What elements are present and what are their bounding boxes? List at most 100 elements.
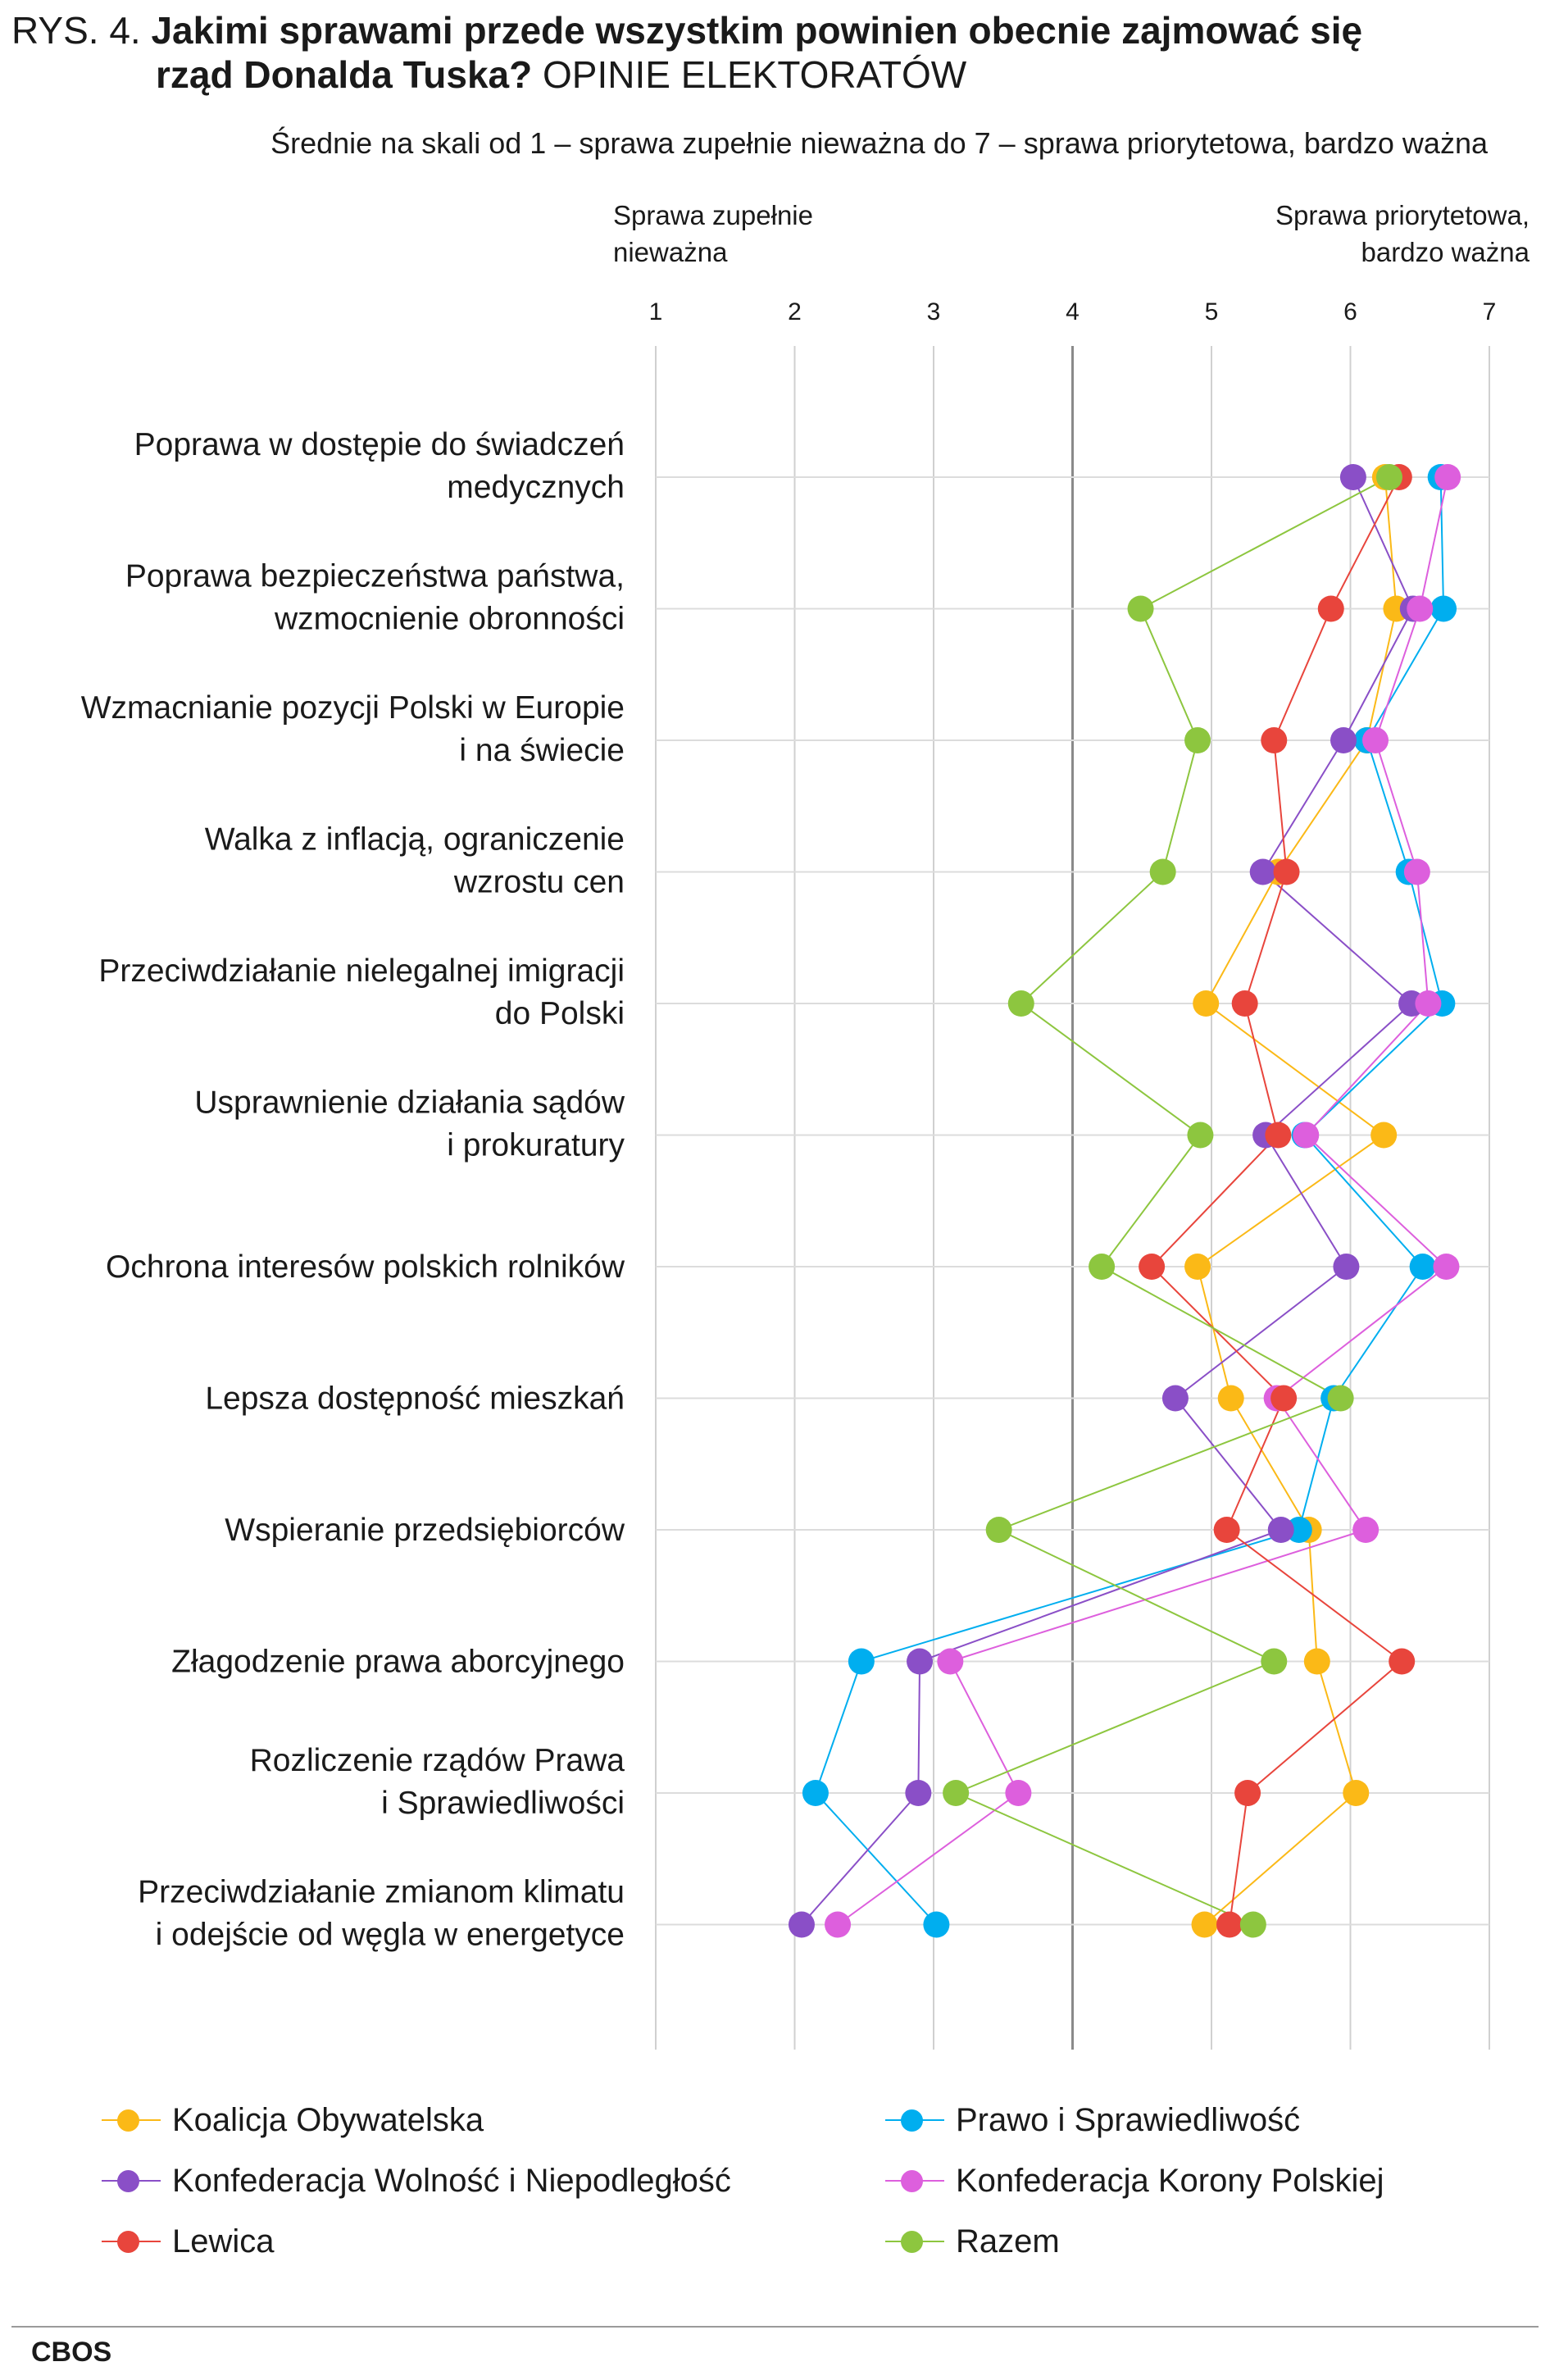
data-point	[1139, 1254, 1166, 1280]
data-point	[1270, 1385, 1298, 1412]
data-point	[1330, 727, 1357, 753]
data-point	[1261, 1648, 1288, 1675]
legend-item-konfederacja-kp: Konfederacja Korony Polskiej	[880, 2159, 1384, 2202]
x-tick-label: 6	[1343, 298, 1357, 325]
category-label-line: Poprawa w dostępie do świadczeń	[134, 427, 625, 462]
data-point	[1362, 727, 1389, 753]
data-point	[1285, 1517, 1312, 1543]
data-point	[1327, 1385, 1354, 1412]
legend-marker-pis	[880, 2099, 946, 2141]
legend-item-konfederacja-win: Konfederacja Wolność i Niepodległość	[97, 2159, 731, 2202]
data-point	[1005, 1780, 1032, 1806]
data-point	[1089, 1254, 1116, 1280]
data-point	[1231, 990, 1258, 1017]
title-line-1: Jakimi sprawami przede wszystkim powinie…	[151, 9, 1363, 52]
legend-label-konfederacja-kp: Konfederacja Korony Polskiej	[956, 2162, 1384, 2199]
data-point	[802, 1780, 829, 1806]
legend-marker-konfederacja-kp	[880, 2159, 946, 2202]
data-point	[1187, 1122, 1214, 1149]
category-label: Poprawa w dostępie do świadczeń medycznyc…	[134, 427, 625, 505]
data-point	[1403, 858, 1430, 885]
category-label-line: Usprawnienie działania sądów	[194, 1085, 625, 1121]
series-line	[837, 476, 1449, 1926]
data-point	[1217, 1385, 1244, 1412]
data-point	[1213, 1517, 1240, 1543]
data-point	[1375, 464, 1402, 490]
legend-label-pis: Prawo i Sprawiedliwość	[956, 2101, 1301, 2138]
category-label: Wzmacnianie pozycji Polski w Europie i na…	[81, 690, 625, 768]
category-label: Złagodzenie prawa aborcyjnego	[171, 1645, 625, 1680]
data-point	[1184, 727, 1211, 753]
scale-label-max-line-2: bardzo ważna	[1361, 237, 1530, 267]
data-point	[1234, 1780, 1261, 1806]
data-point	[943, 1780, 970, 1806]
data-point	[1433, 1254, 1460, 1280]
data-point	[1149, 858, 1176, 885]
data-point	[1249, 858, 1276, 885]
category-label-line: i odejście od węgla w energetyce	[156, 1918, 625, 1953]
scale-label-max: Sprawa priorytetowa, bardzo ważna	[1185, 197, 1530, 271]
title-line-2: rząd Donalda Tuska?	[156, 53, 533, 96]
scale-label-min-line-1: Sprawa zupełnie	[613, 200, 813, 230]
data-point	[1127, 595, 1154, 622]
series-line	[953, 476, 1390, 1926]
category-label: Usprawnienie działania sądów i prokuratur…	[194, 1085, 625, 1163]
data-point	[1261, 727, 1288, 753]
data-point	[1430, 595, 1457, 622]
data-point	[1216, 1911, 1243, 1938]
category-label-line: Rozliczenie rządów Prawa	[250, 1743, 625, 1778]
data-point	[848, 1648, 875, 1675]
category-label: Rozliczenie rządów Prawa i Sprawiedliwośc…	[250, 1743, 625, 1821]
data-point	[1343, 1780, 1370, 1806]
chart-legend: Koalicja Obywatelska Prawo i Sprawiedliw…	[0, 2099, 1550, 2296]
category-label-line: Ochrona interesów polskich rolników	[106, 1249, 625, 1285]
scale-label-max-line-1: Sprawa priorytetowa,	[1275, 200, 1530, 230]
scale-label-min-line-2: nieważna	[613, 237, 728, 267]
category-label-line: Wspieranie przedsiębiorców	[225, 1513, 625, 1548]
category-label: Lepsza dostępność mieszkań	[205, 1381, 625, 1417]
series-line	[1150, 476, 1403, 1925]
category-label-line: wzmocnienie obronności	[274, 602, 625, 637]
data-point	[923, 1911, 950, 1938]
scale-label-min: Sprawa zupełnie nieważna	[613, 197, 957, 271]
x-tick-label: 7	[1483, 298, 1497, 325]
source-label: CBOS	[31, 2337, 112, 2368]
series-line	[814, 476, 1445, 1926]
legend-label-razem: Razem	[956, 2223, 1060, 2259]
data-point	[1333, 1254, 1360, 1280]
dot-plot-chart: 1 2 3 4 5 6 7 Poprawa w dostępie do świadczeń me…	[81, 298, 1497, 2050]
legend-label-ko: Koalicja Obywatelska	[172, 2101, 484, 2138]
legend-label-konfederacja-win: Konfederacja Wolność i Niepodległość	[172, 2162, 731, 2199]
data-point	[1267, 1517, 1294, 1543]
category-label-line: Poprawa bezpieczeństwa państwa,	[125, 559, 625, 594]
footer-divider	[11, 2326, 1539, 2328]
category-label-line: i Sprawiedliwości	[381, 1786, 625, 1821]
data-point	[1407, 595, 1434, 622]
legend-item-razem: Razem	[880, 2220, 1060, 2263]
figure-label: RYS. 4.	[11, 9, 141, 52]
data-point	[1273, 858, 1300, 885]
data-point	[985, 1517, 1012, 1543]
category-label-line: Lepsza dostępność mieszkań	[205, 1381, 625, 1417]
category-label-line: i na świecie	[459, 733, 625, 768]
data-point	[1415, 990, 1442, 1017]
category-label-line: Przeciwdziałanie zmianom klimatu	[138, 1875, 625, 1910]
category-label-line: i prokuratury	[447, 1128, 625, 1163]
chart-title: RYS. 4. Jakimi sprawami przede wszystkim…	[11, 8, 1362, 97]
title-suffix: OPINIE ELEKTORATÓW	[543, 53, 967, 96]
x-tick-label: 5	[1205, 298, 1219, 325]
data-point	[1293, 1122, 1320, 1149]
data-point	[1161, 1385, 1189, 1412]
category-label: Ochrona interesów polskich rolników	[106, 1249, 625, 1285]
x-tick-label: 4	[1066, 298, 1080, 325]
data-point	[1239, 1911, 1266, 1938]
data-point	[1409, 1254, 1436, 1280]
chart-subtitle: Średnie na skali od 1 – sprawa zupełnie …	[270, 126, 1488, 160]
series-line	[1196, 476, 1398, 1926]
legend-item-lewica: Lewica	[97, 2220, 275, 2263]
data-point	[905, 1780, 932, 1806]
data-point	[788, 1911, 815, 1938]
category-label: Przeciwdziałanie nielegalnej imigracji do…	[98, 953, 625, 1031]
data-point	[1434, 464, 1461, 490]
category-label-line: medycznych	[447, 470, 625, 505]
